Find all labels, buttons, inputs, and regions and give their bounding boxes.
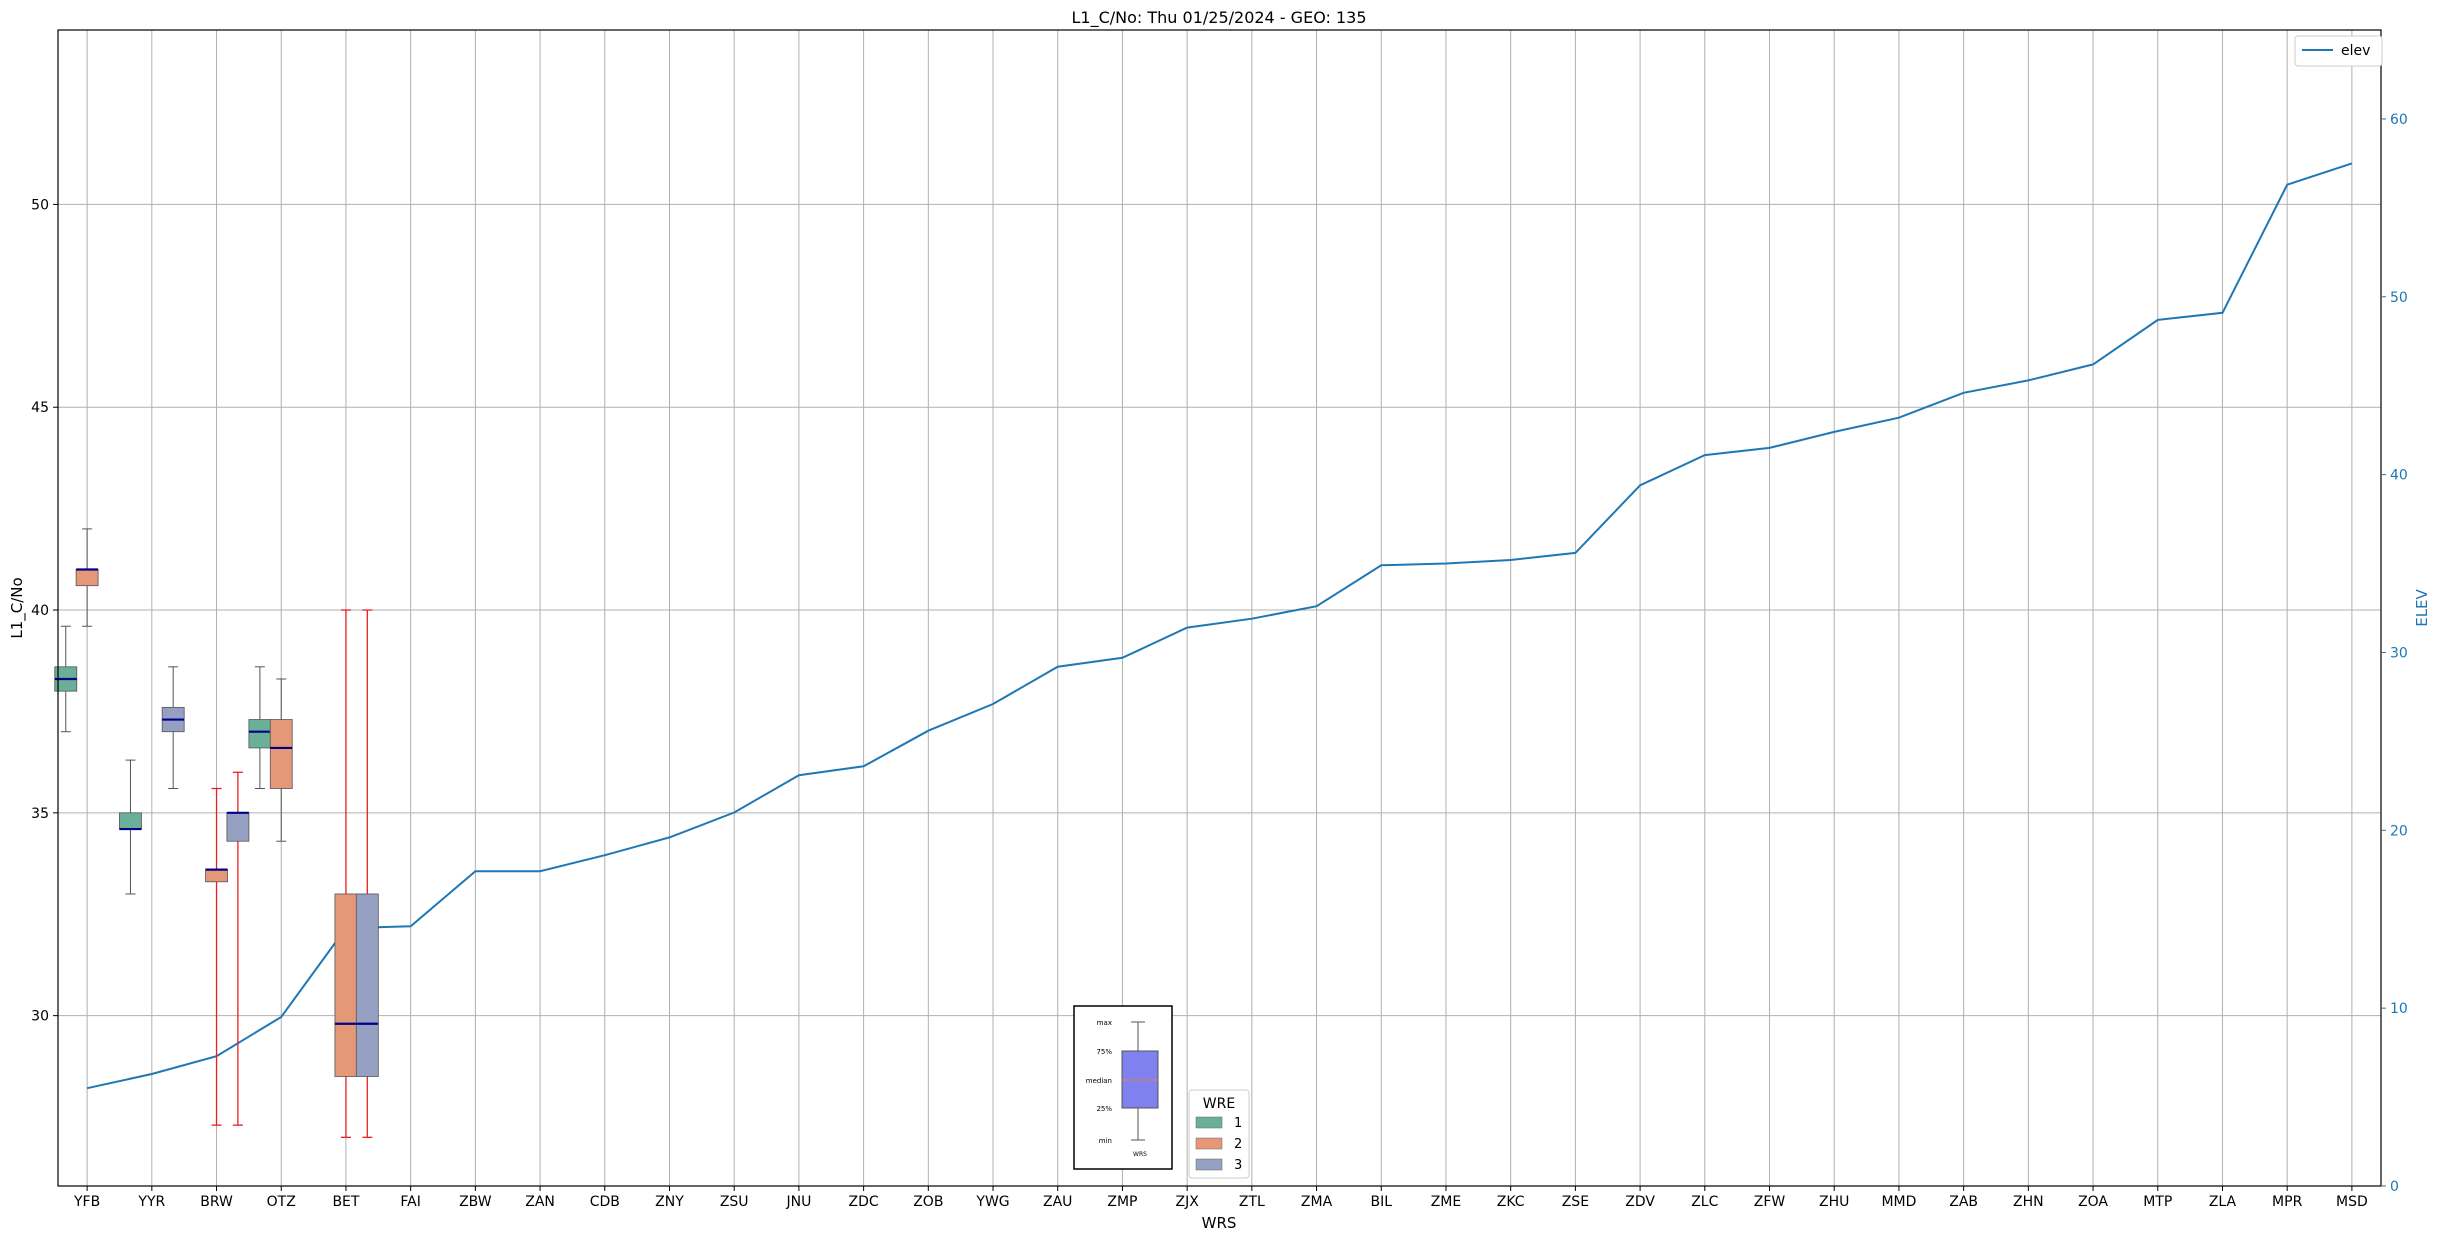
- y-axis-label: L1_C/No: [8, 577, 27, 638]
- y2-tick-label: 0: [2390, 1179, 2399, 1195]
- inset-label-min: min: [1099, 1137, 1112, 1145]
- wre-legend-swatch-3: [1195, 1158, 1223, 1171]
- y-tick-label: 30: [31, 1009, 49, 1025]
- x-tick-label: CDB: [590, 1194, 620, 1210]
- x-tick-label: ZMA: [1301, 1194, 1333, 1210]
- y2-axis-ticks: 0 10 20 30 40 50 60: [2381, 112, 2408, 1195]
- x-tick-label: ZHU: [1819, 1194, 1849, 1210]
- elev-legend: elev: [2294, 35, 2383, 67]
- y2-axis-label: ELEV: [2413, 588, 2431, 626]
- x-tick-label: ZMP: [1107, 1194, 1137, 1210]
- x-tick-label: ZFW: [1754, 1194, 1786, 1210]
- wre-legend-label-2: 2: [1234, 1137, 1242, 1152]
- x-tick-label: BIL: [1370, 1194, 1392, 1210]
- x-tick-label: BRW: [200, 1194, 233, 1210]
- x-tick-label: BET: [332, 1194, 359, 1210]
- elev-line: [86, 162, 2353, 1090]
- x-tick-label: ZDV: [1625, 1194, 1655, 1210]
- y-tick-label: 45: [31, 400, 49, 416]
- x-tick-label: ZNY: [655, 1194, 684, 1210]
- wre-legend-frame: [1188, 1089, 1250, 1179]
- wre-legend-label-1: 1: [1234, 1116, 1242, 1131]
- y2-tick-label: 20: [2390, 823, 2408, 839]
- x-tick-label: MPR: [2272, 1194, 2303, 1210]
- x-tick-label: FAI: [400, 1194, 420, 1210]
- x-tick-label: MTP: [2143, 1194, 2172, 1210]
- wre-legend-swatch-1: [1195, 1116, 1223, 1129]
- inset-label-q3: 75%: [1096, 1048, 1112, 1056]
- x-tick-label: ZME: [1431, 1194, 1462, 1210]
- box-layer: [54, 528, 379, 1138]
- wre-legend-title: WRE: [1203, 1096, 1235, 1112]
- x-tick-label: ZOB: [913, 1194, 943, 1210]
- y-tick-label: 50: [31, 197, 49, 213]
- elev-line-layer: [86, 162, 2353, 1090]
- box-body: [269, 719, 293, 789]
- elev-legend-frame: [2294, 35, 2383, 67]
- x-tick-label: ZSE: [1562, 1194, 1589, 1210]
- box-body: [248, 719, 272, 749]
- x-tick-label: JNU: [785, 1194, 811, 1210]
- y-axis-ticks: 30 35 40 45 50: [31, 197, 58, 1025]
- box-body: [334, 893, 358, 1077]
- x-tick-label: ZAB: [1949, 1194, 1978, 1210]
- plot-frame: [57, 29, 2382, 1187]
- grid-lines: [58, 30, 2381, 1186]
- x-axis-label: WRS: [1202, 1214, 1237, 1232]
- box-body: [75, 569, 99, 587]
- y2-tick-label: 30: [2390, 645, 2408, 661]
- box-body: [119, 812, 142, 830]
- box-body: [205, 869, 228, 883]
- wre-legend-label-3: 3: [1234, 1158, 1242, 1173]
- x-tick-label: ZJX: [1175, 1194, 1199, 1210]
- wre-legend-swatch-2: [1195, 1137, 1223, 1150]
- x-tick-label: MSD: [2336, 1194, 2368, 1210]
- y2-tick-label: 50: [2390, 290, 2408, 306]
- inset-xlabel: WRS: [1133, 1151, 1147, 1158]
- y2-tick-label: 60: [2390, 112, 2408, 128]
- wre-legend: WRE 1 2 3: [1188, 1089, 1250, 1179]
- box-explainer-inset: max 75% median 25% min WRS: [1073, 1005, 1173, 1170]
- elev-legend-label: elev: [2341, 43, 2370, 59]
- y-tick-label: 35: [31, 806, 49, 822]
- x-axis-ticks: YFB YYR BRW OTZ BET FAI ZBW ZAN CDB ZNY ZSU JNU ZDC Z…: [73, 1186, 2368, 1210]
- x-tick-label: ZAN: [525, 1194, 555, 1210]
- x-tick-label: YFB: [73, 1194, 100, 1210]
- y2-tick-label: 10: [2390, 1001, 2408, 1017]
- box-body: [226, 812, 250, 842]
- chart-title: L1_C/No: Thu 01/25/2024 - GEO: 135: [1071, 8, 1366, 28]
- x-tick-label: ZSU: [720, 1194, 749, 1210]
- x-tick-label: ZBW: [459, 1194, 492, 1210]
- x-tick-label: OTZ: [267, 1194, 296, 1210]
- box-body: [355, 893, 379, 1077]
- x-tick-label: ZOA: [2078, 1194, 2108, 1210]
- inset-label-median: median: [1086, 1077, 1112, 1085]
- y2-tick-label: 40: [2390, 468, 2408, 484]
- y-tick-label: 40: [31, 603, 49, 619]
- x-tick-label: ZAU: [1043, 1194, 1072, 1210]
- x-tick-label: MMD: [1881, 1194, 1916, 1210]
- inset-label-max: max: [1097, 1019, 1112, 1027]
- x-tick-label: ZLC: [1691, 1194, 1718, 1210]
- x-tick-label: YYR: [137, 1194, 165, 1210]
- x-tick-label: ZDC: [849, 1194, 879, 1210]
- x-tick-label: ZLA: [2209, 1194, 2237, 1210]
- x-tick-label: ZKC: [1497, 1194, 1525, 1210]
- x-tick-label: YWG: [975, 1194, 1009, 1210]
- x-tick-label: ZHN: [2013, 1194, 2044, 1210]
- x-tick-label: ZTL: [1239, 1194, 1265, 1210]
- inset-label-q1: 25%: [1096, 1105, 1112, 1113]
